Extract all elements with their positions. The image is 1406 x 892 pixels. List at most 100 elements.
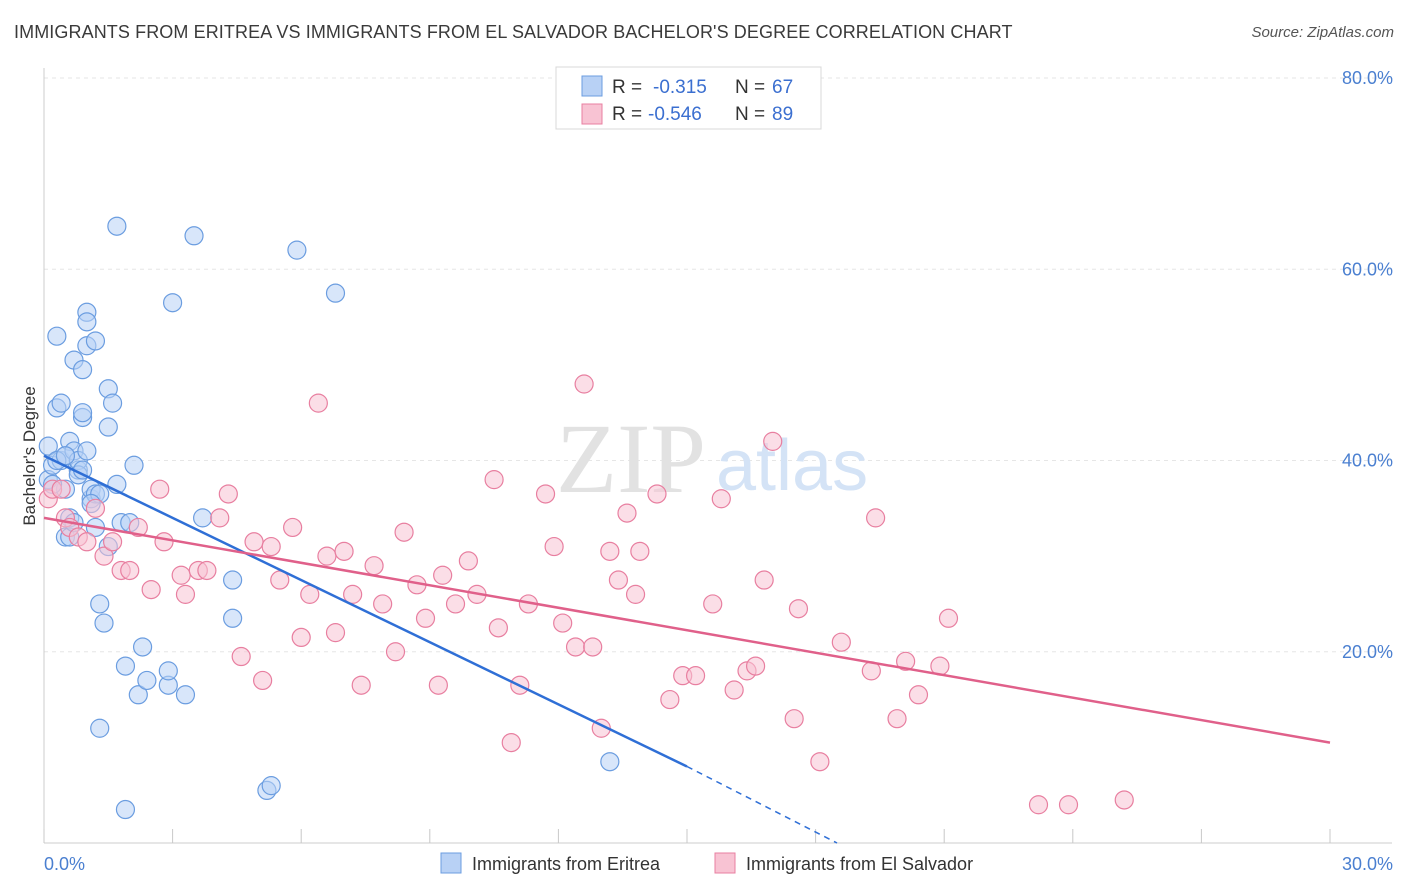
point-eritrea: [94, 613, 114, 633]
point-eritrea: [137, 670, 157, 691]
point-elsalvador: [197, 560, 217, 581]
legend-n-label-2: N =: [735, 104, 765, 125]
point-elsalvador: [788, 599, 809, 619]
point-eritrea: [325, 283, 346, 303]
bottom-legend-swatch-eritrea: [440, 852, 462, 874]
point-elsalvador: [488, 618, 508, 638]
point-eritrea: [600, 752, 620, 772]
point-eritrea: [90, 718, 110, 738]
point-eritrea: [77, 441, 97, 461]
point-elsalvador: [291, 627, 311, 648]
point-eritrea: [223, 608, 243, 628]
point-elsalvador: [128, 517, 148, 538]
point-eritrea: [98, 417, 118, 437]
point-elsalvador: [231, 646, 251, 667]
point-elsalvador: [261, 536, 281, 557]
point-elsalvador: [373, 594, 393, 614]
point-eritrea: [90, 594, 110, 614]
bottom-legend-eritrea: Immigrants from Eritrea: [472, 854, 661, 874]
point-elsalvador: [784, 709, 804, 729]
top-legend: R = -0.315 N = 67 R = -0.546 N = 89: [555, 66, 822, 130]
point-elsalvador: [433, 565, 453, 585]
point-elsalvador: [317, 546, 337, 566]
point-elsalvador: [154, 532, 174, 552]
point-eritrea: [128, 685, 148, 705]
legend-swatch-elsalvador: [581, 103, 603, 125]
point-elsalvador: [141, 579, 161, 600]
point-elsalvador: [908, 685, 929, 705]
point-eritrea: [287, 240, 307, 260]
bottom-legend-swatch-elsalvador: [714, 852, 736, 874]
trend-line: [43, 454, 688, 768]
point-elsalvador: [120, 560, 140, 581]
point-eritrea: [193, 508, 213, 528]
y-tick-label: 40.0%: [1342, 451, 1393, 471]
x-tick-label: 0.0%: [44, 854, 85, 874]
point-eritrea: [85, 331, 106, 351]
point-elsalvador: [565, 637, 586, 657]
point-elsalvador: [1114, 790, 1134, 810]
y-tick-label: 80.0%: [1342, 68, 1393, 88]
source-label: Source: ZipAtlas.com: [1251, 24, 1394, 41]
y-tick-label: 20.0%: [1342, 642, 1393, 662]
point-elsalvador: [150, 479, 170, 499]
trend-line: [43, 516, 1331, 744]
point-elsalvador: [218, 484, 238, 504]
point-elsalvador: [283, 517, 303, 538]
point-elsalvador: [394, 522, 414, 542]
y-tick-label: 60.0%: [1342, 259, 1393, 279]
point-elsalvador: [94, 546, 114, 566]
legend-r-value-2: -0.546: [648, 104, 702, 125]
point-eritrea: [163, 293, 183, 313]
x-tick-label: 30.0%: [1342, 854, 1393, 874]
point-elsalvador: [244, 532, 264, 552]
point-elsalvador: [484, 470, 504, 490]
point-elsalvador: [343, 584, 363, 604]
point-elsalvador: [210, 508, 230, 528]
point-elsalvador: [754, 570, 774, 590]
trend-lines: [43, 454, 1331, 844]
point-elsalvador: [685, 666, 706, 686]
point-eritrea: [184, 226, 204, 246]
point-elsalvador: [831, 632, 851, 652]
point-eritrea: [47, 326, 67, 346]
point-eritrea: [51, 393, 71, 413]
point-eritrea: [158, 661, 178, 681]
point-eritrea: [132, 637, 153, 657]
watermark: ZIP atlas: [556, 403, 868, 514]
point-elsalvador: [1058, 795, 1079, 815]
point-elsalvador: [810, 752, 830, 772]
point-elsalvador: [553, 613, 573, 633]
point-elsalvador: [887, 709, 907, 729]
point-elsalvador: [415, 608, 436, 628]
point-elsalvador: [866, 508, 886, 528]
point-elsalvador: [428, 675, 448, 695]
point-eritrea: [115, 656, 136, 676]
legend-n-value-1: 67: [772, 77, 793, 98]
point-eritrea: [38, 436, 58, 456]
point-elsalvador: [334, 541, 354, 561]
point-elsalvador: [253, 670, 273, 691]
point-eritrea: [175, 685, 196, 705]
bottom-legend: Immigrants from Eritrea Immigrants from …: [440, 852, 973, 874]
point-eritrea: [72, 403, 93, 423]
point-elsalvador: [630, 541, 650, 561]
point-elsalvador: [385, 642, 406, 662]
chart-title: IMMIGRANTS FROM ERITREA VS IMMIGRANTS FR…: [14, 22, 1013, 42]
bottom-legend-elsalvador: Immigrants from El Salvador: [746, 854, 973, 874]
point-elsalvador: [51, 479, 71, 499]
point-elsalvador: [308, 393, 328, 413]
point-elsalvador: [535, 484, 556, 504]
trend-line-dashed: [686, 765, 838, 844]
point-elsalvador: [77, 532, 97, 552]
point-elsalvador: [608, 570, 629, 590]
axes: [43, 68, 1392, 844]
point-eritrea: [107, 216, 127, 236]
data-points: [38, 216, 1134, 820]
point-elsalvador: [351, 675, 371, 695]
point-elsalvador: [445, 594, 466, 614]
point-elsalvador: [647, 484, 667, 504]
point-elsalvador: [745, 656, 766, 676]
point-elsalvador: [574, 374, 594, 394]
